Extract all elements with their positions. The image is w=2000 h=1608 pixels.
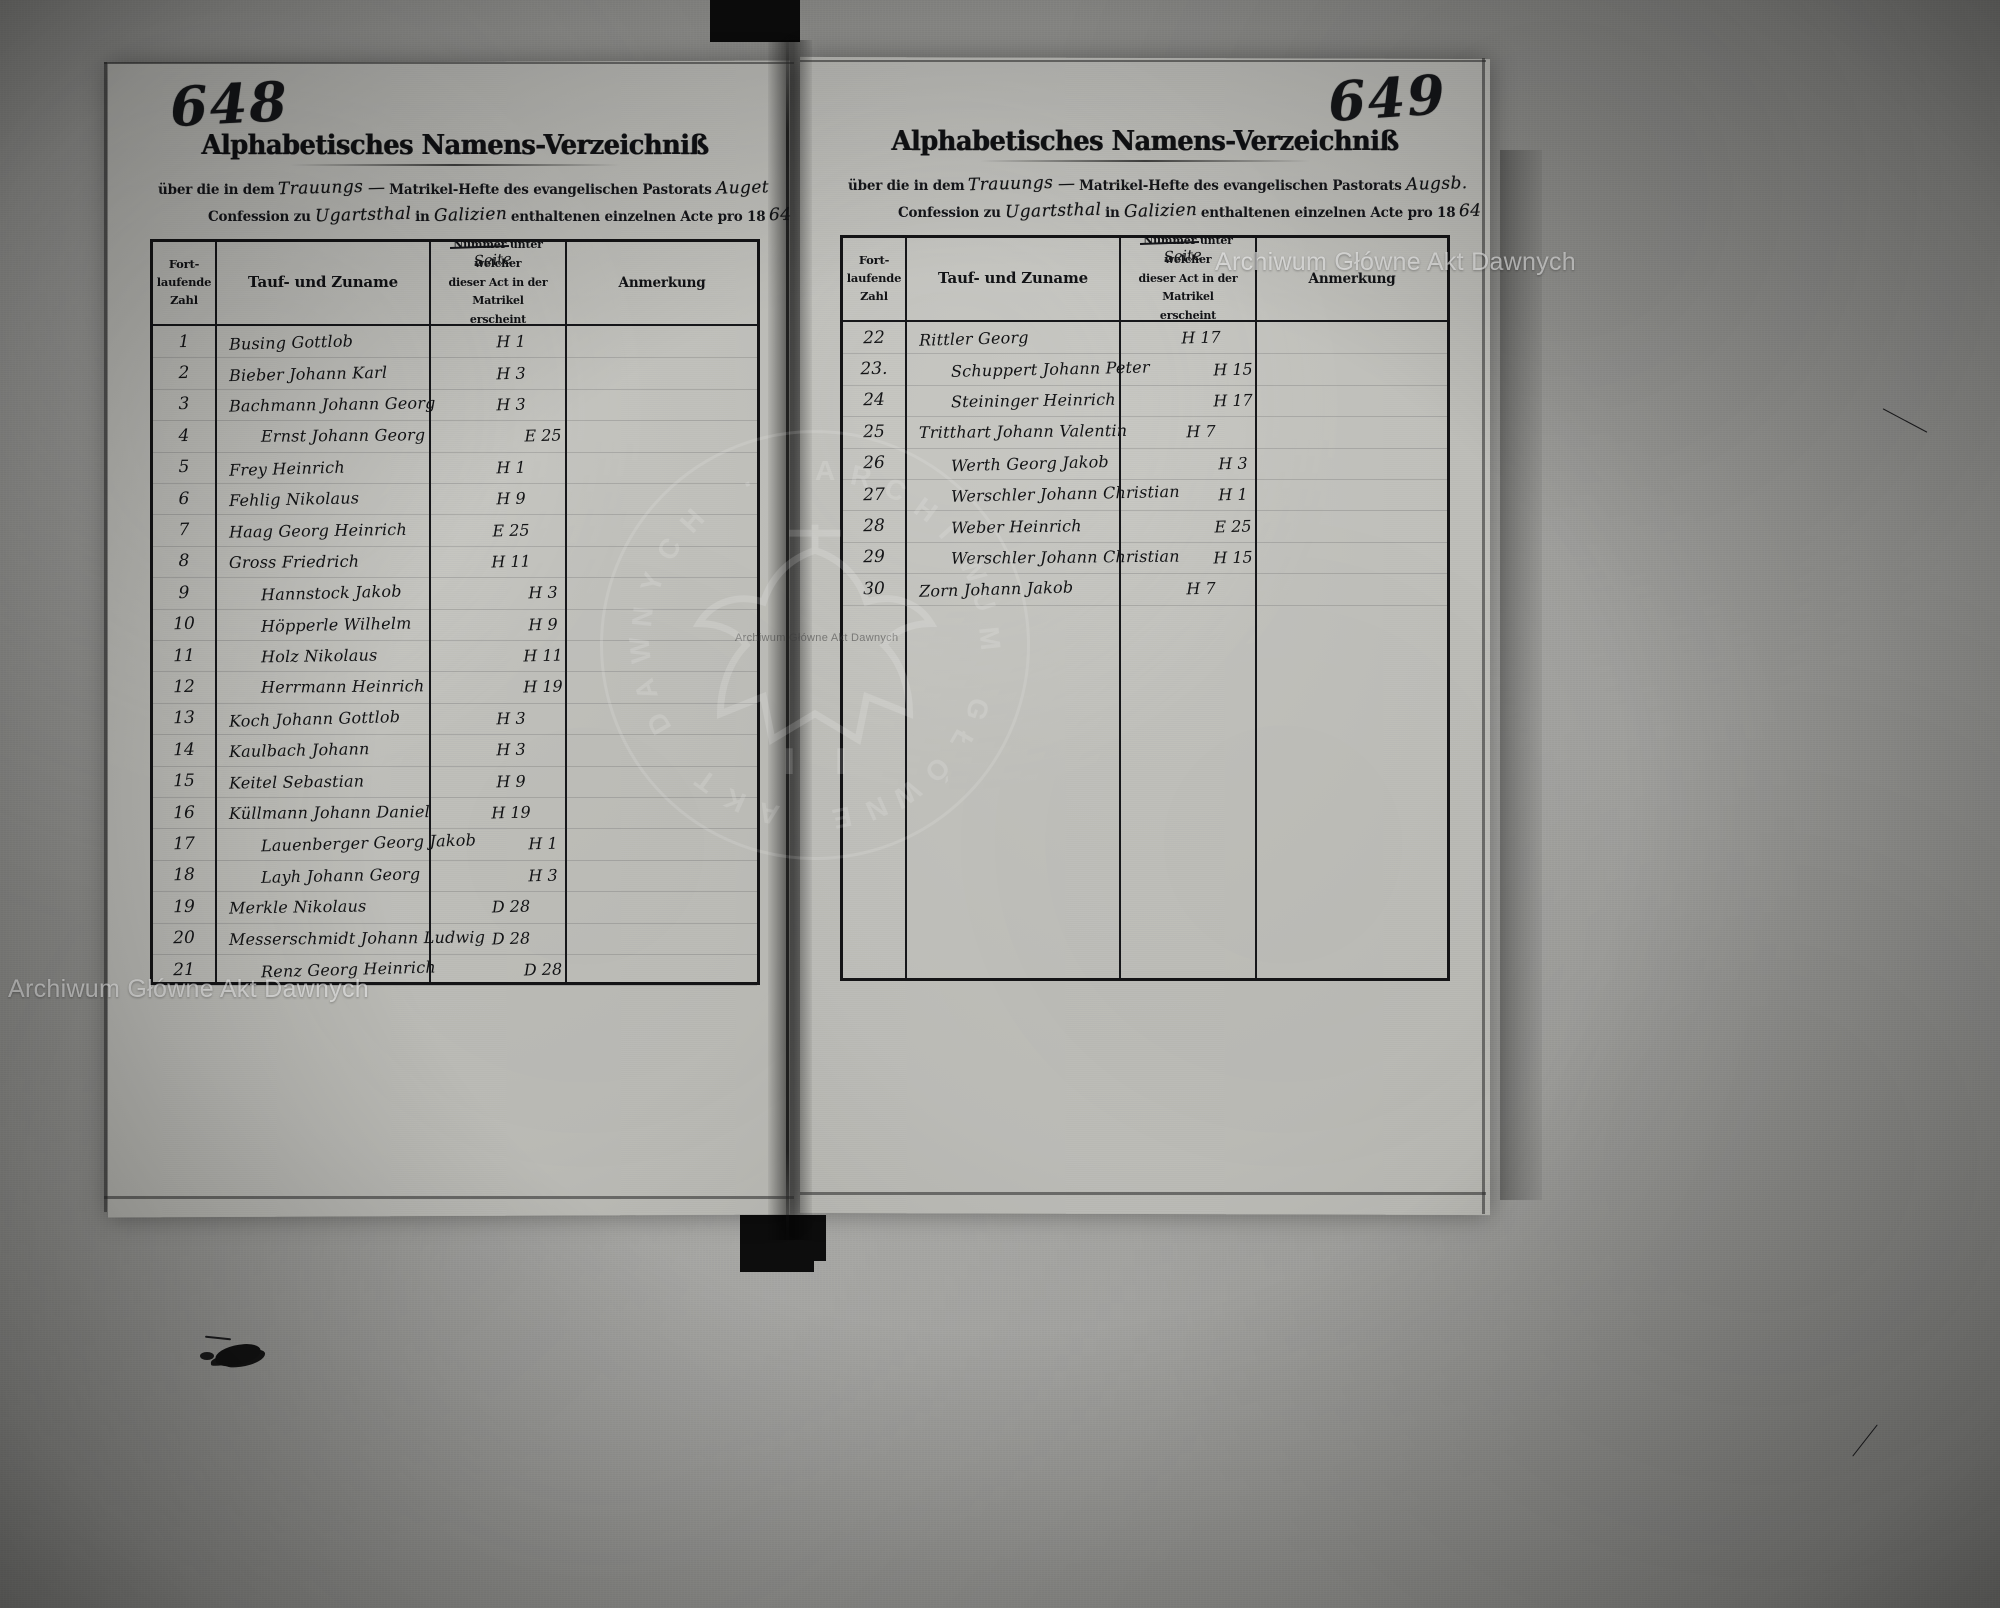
scanned-document-viewport: 648 649 Alphabetisches Namens-Verzeichni… — [0, 0, 2000, 1608]
scan-vignette — [0, 0, 2000, 1608]
